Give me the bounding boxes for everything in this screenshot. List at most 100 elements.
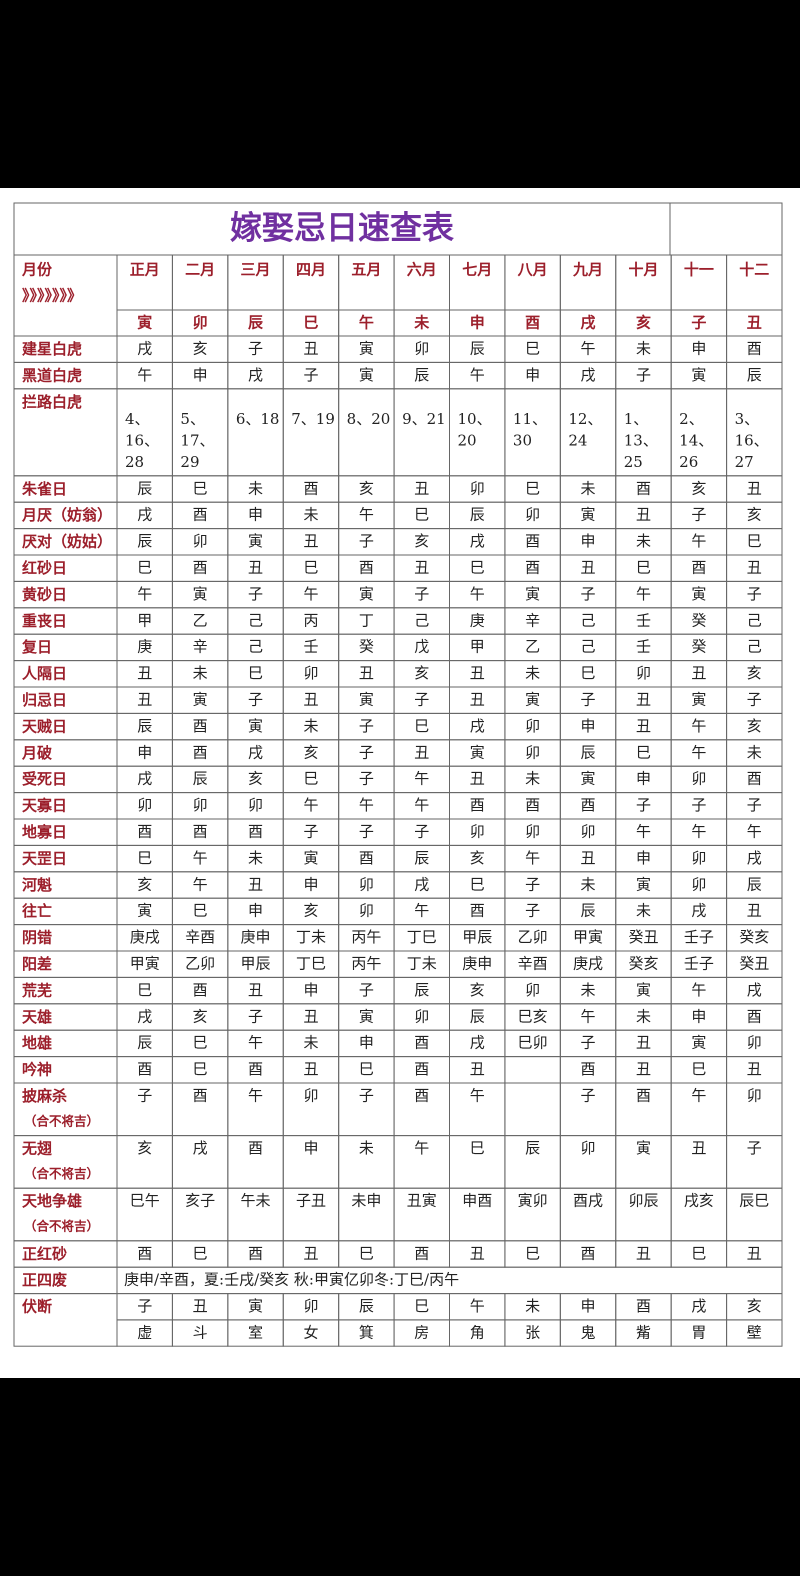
cell-value: 申 (636, 770, 651, 788)
cell-value: 申 (137, 743, 152, 761)
cell-value: 巳 (193, 1034, 208, 1052)
cell-value: 申酉 (462, 1192, 492, 1210)
cell-value: 丑 (581, 559, 596, 577)
cell-value: 癸丑 (628, 928, 658, 946)
cell-value: 酉 (248, 1060, 263, 1078)
cell-value: 酉 (581, 796, 596, 814)
cell-value: 酉 (581, 1060, 596, 1078)
cell-value: 子 (359, 743, 374, 761)
cell-value: 酉 (359, 849, 374, 867)
cell-value: 寅 (581, 770, 596, 788)
cell-value: 巳 (359, 1060, 374, 1078)
cell-value: 辰 (193, 770, 208, 788)
cell-value: 丑 (747, 559, 762, 577)
cell-value: 丑 (414, 479, 429, 497)
cell-value: 丁巳 (296, 955, 326, 973)
cell-value: 辰 (137, 1034, 152, 1052)
cell-value: 午 (691, 1087, 706, 1105)
cell-value: 申 (248, 902, 263, 920)
cell-value: 寅 (248, 532, 263, 550)
row-label: 归忌日 (22, 691, 67, 709)
cell-value: 卯 (691, 770, 706, 788)
cell-value: 辛酉 (518, 955, 548, 973)
cell-value: 寅 (691, 691, 706, 709)
cell-value: 癸丑 (739, 955, 769, 973)
cell-value: 亥 (137, 1139, 152, 1157)
cell-value: 丑 (303, 1060, 318, 1078)
cell-value: 巳 (414, 506, 429, 524)
cell-value: 8、20 (347, 410, 391, 428)
cell-value: 辛酉 (185, 928, 215, 946)
cell-value: 寅 (636, 1139, 651, 1157)
cell-value: 巳午 (130, 1192, 160, 1210)
cell-value: 丑 (470, 770, 485, 788)
cell-value: 寅 (581, 506, 596, 524)
cell-value: 丑 (470, 664, 485, 682)
branch-header: 戌 (581, 314, 596, 332)
month-header: 四月 (296, 261, 326, 279)
cell-value: 甲 (470, 638, 485, 656)
cell-value: 辰 (470, 1007, 485, 1025)
header-arrows: 》》》》》》》 (22, 287, 82, 305)
cell-value: 酉 (248, 823, 263, 841)
cell-value: 子 (248, 1007, 263, 1025)
cell-value: 丑 (303, 1007, 318, 1025)
cell-value: 丙午 (351, 928, 381, 946)
cell-value: 寅卯 (518, 1192, 548, 1210)
cell-value: 丑 (359, 664, 374, 682)
row-label: 荒芜 (22, 981, 52, 999)
cell-value: 子 (359, 770, 374, 788)
cell-value: 酉 (414, 1244, 429, 1262)
cell-value: 午 (193, 849, 208, 867)
cell-value: 癸 (691, 611, 706, 629)
cell-value: 巳 (193, 1060, 208, 1078)
row-label: 河魁 (22, 876, 52, 894)
cell-value: 壬 (636, 611, 651, 629)
cell-value: 子 (248, 691, 263, 709)
cell-value: 亥 (747, 1297, 762, 1315)
cell-value: 子 (581, 1034, 596, 1052)
cell-value: 申 (581, 717, 596, 735)
cell-border (726, 1319, 783, 1347)
cell-value: 丑 (747, 479, 762, 497)
cell-value: 未 (636, 1007, 651, 1025)
cell-value: 酉 (193, 981, 208, 999)
month-header: 十二 (739, 261, 769, 279)
cell-value: 子 (691, 506, 706, 524)
header-label: 月份 (21, 261, 53, 279)
cell-value: 未 (636, 532, 651, 550)
cell-value: 辰 (581, 743, 596, 761)
cell-value: 甲 (137, 611, 152, 629)
cell-value: 寅 (525, 691, 540, 709)
cell-value: 戌 (193, 1139, 208, 1157)
cell-value: 卯 (691, 875, 706, 893)
branch-header: 酉 (525, 314, 540, 332)
cell-value: 卯 (747, 1087, 762, 1105)
cell-value: 酉 (470, 796, 485, 814)
cell-value: 乙 (193, 611, 208, 629)
cell-value: 酉 (193, 1087, 208, 1105)
cell-value: 9、21 (402, 410, 446, 428)
cell-value: 未 (525, 1297, 540, 1315)
cell-value: 子 (303, 823, 318, 841)
cell-value: 午 (691, 743, 706, 761)
cell-value: 子 (359, 717, 374, 735)
cell-value: 戌 (747, 981, 762, 999)
cell-value: 未申 (351, 1192, 381, 1210)
cell-value: 卯 (303, 1087, 318, 1105)
cell-value: 卯辰 (628, 1192, 658, 1210)
cell-value: 酉 (193, 743, 208, 761)
cell-value: 庚戌 (573, 955, 603, 973)
cell-value: 午未 (241, 1192, 271, 1210)
cell-value: 酉 (414, 1060, 429, 1078)
row-label: 厌对（妨姑） (22, 533, 112, 551)
cell-value: 午 (470, 1087, 485, 1105)
cell-value: 寅 (248, 1297, 263, 1315)
cell-value: 戌 (691, 902, 706, 920)
cell-value: 酉 (414, 1034, 429, 1052)
cell-value: 丙午 (351, 955, 381, 973)
cell-value: 卯 (525, 717, 540, 735)
cell-value: 巳 (470, 1139, 485, 1157)
cell-value: 亥 (747, 717, 762, 735)
cell-value: 丑 (691, 664, 706, 682)
